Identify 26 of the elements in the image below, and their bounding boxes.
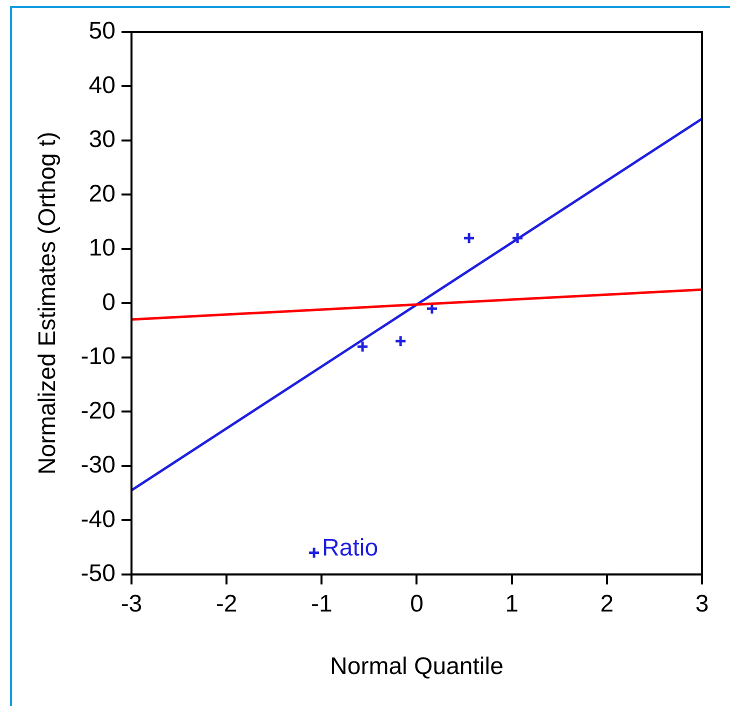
x-tick-label: -3 <box>120 590 142 618</box>
y-tick-label: 40 <box>88 72 116 99</box>
x-tick-label: 1 <box>505 590 519 618</box>
x-tick-label: -1 <box>310 590 332 618</box>
x-tick-label: -2 <box>216 590 238 618</box>
y-tick-label: -20 <box>80 397 116 424</box>
y-tick-label: -40 <box>80 506 116 533</box>
y-tick-label: 30 <box>88 126 116 154</box>
point <box>308 546 320 559</box>
y-tick-label: 20 <box>88 180 116 208</box>
y-tick-label: -30 <box>80 452 116 479</box>
x-axis-title: Normal Quantile <box>330 653 504 680</box>
point <box>394 334 407 348</box>
y-tick-label: 10 <box>88 234 116 262</box>
x-tick-label: 2 <box>600 590 614 618</box>
point <box>356 340 369 353</box>
point <box>462 232 476 244</box>
x-tick-label: 3 <box>695 590 709 618</box>
y-tick-label: -50 <box>80 560 116 588</box>
y-tick-label: 50 <box>88 18 116 45</box>
point <box>511 232 524 244</box>
y-tick-label: 0 <box>102 288 116 316</box>
y-axis-title: Normalized Estimates (Orthog t) <box>34 132 62 475</box>
annotation: Ratio <box>322 534 378 562</box>
x-tick-label: 0 <box>410 590 424 618</box>
y-tick-label: -10 <box>80 343 116 370</box>
